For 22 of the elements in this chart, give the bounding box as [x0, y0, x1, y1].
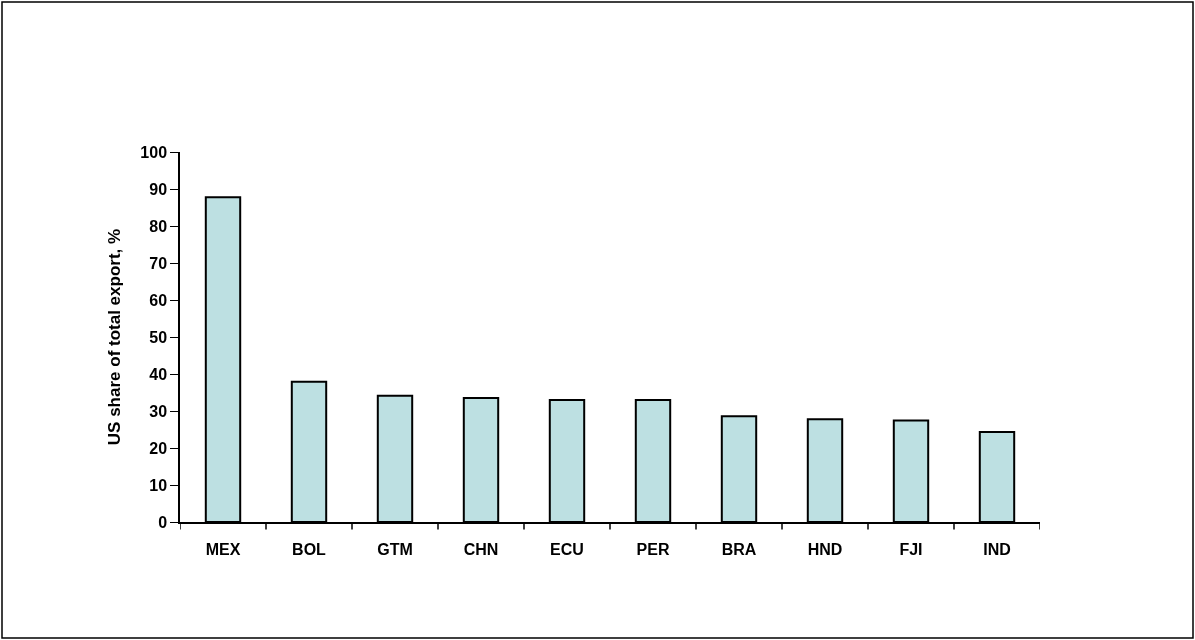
- x-tick-label: ECU: [550, 540, 584, 558]
- x-tick-label: GTM: [377, 540, 413, 558]
- y-tick-label: 20: [149, 439, 168, 457]
- x-tick-label: CHN: [463, 540, 499, 558]
- y-tick-label: 70: [149, 254, 168, 272]
- x-tick-label: FJI: [899, 540, 923, 558]
- y-tick-label: 80: [149, 217, 168, 235]
- y-tick-label: 10: [149, 476, 168, 494]
- x-tick-label: IND: [983, 540, 1011, 558]
- x-tick-label: BOL: [292, 540, 327, 558]
- y-tick-label: 90: [149, 180, 168, 198]
- x-tick-label: BRA: [721, 540, 757, 558]
- y-tick-label: 60: [149, 291, 168, 309]
- x-tick-label: PER: [636, 540, 670, 558]
- y-tick-label: 40: [149, 365, 168, 383]
- y-tick-label: 50: [149, 328, 168, 346]
- y-tick-label: 30: [149, 402, 168, 420]
- x-tick-label: HND: [807, 540, 843, 558]
- x-tick-label: MEX: [205, 540, 241, 558]
- y-tick-label: 0: [158, 513, 168, 531]
- y-tick-label: 100: [140, 143, 168, 161]
- y-axis-title: US share of total export, %: [105, 228, 125, 446]
